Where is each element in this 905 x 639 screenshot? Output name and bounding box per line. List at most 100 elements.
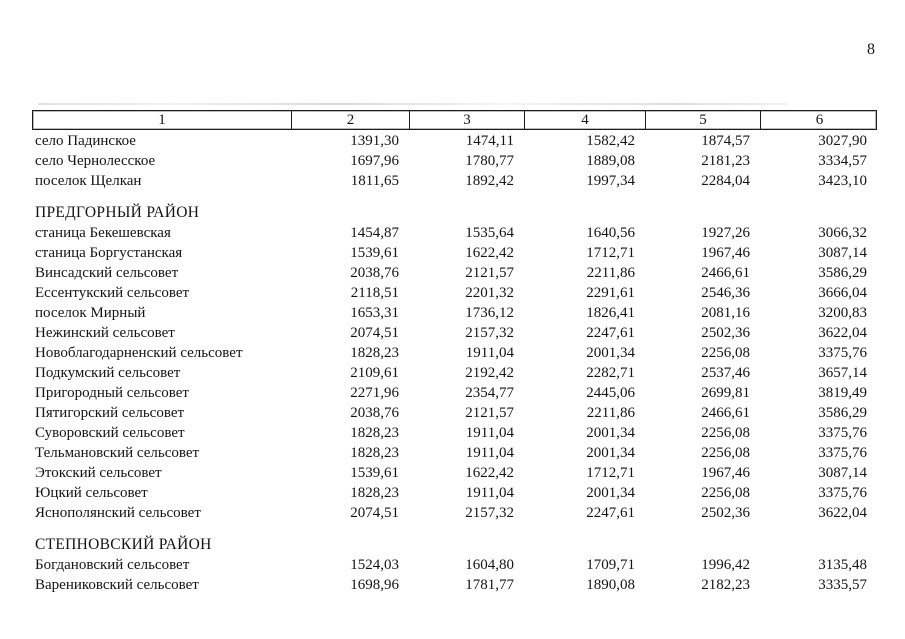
value-cell: 1826,41: [586, 305, 635, 321]
scan-artifact-line: [38, 103, 788, 105]
value-cell: 3200,83: [818, 305, 867, 321]
page-number: 8: [867, 41, 875, 58]
value-cell: 1911,04: [465, 485, 514, 501]
value-cell: 1828,23: [350, 345, 399, 361]
settlement-name-cell: село Падинское: [35, 133, 136, 149]
value-cell: 2247,61: [586, 505, 635, 521]
table-row: Нежинский сельсовет 2074,51 2157,32 2247,61…: [32, 323, 877, 343]
table-row: Тельмановский сельсовет 1828,23 1911,04 200…: [32, 443, 877, 463]
value-cell: 2038,76: [350, 265, 399, 281]
settlement-name-cell: Суворовский сельсовет: [35, 425, 185, 441]
value-cell: 2247,61: [586, 325, 635, 341]
value-cell: 2081,16: [701, 305, 750, 321]
settlement-name-cell: Богдановский сельсовет: [35, 557, 190, 573]
table-row: Пригородный сельсовет 2271,96 2354,77 2445,…: [32, 383, 877, 403]
value-cell: 3657,14: [818, 365, 867, 381]
column-header-2: 2: [292, 111, 410, 129]
settlement-name-cell: Подкумский сельсовет: [35, 365, 181, 381]
table-row: Яснополянский сельсовет 2074,51 2157,32 224…: [32, 503, 877, 523]
value-cell: 2074,51: [350, 505, 399, 521]
value-cell: 1712,71: [586, 245, 635, 261]
value-cell: 1697,96: [350, 153, 399, 169]
value-cell: 2001,34: [586, 445, 635, 461]
value-cell: 2466,61: [701, 405, 750, 421]
value-cell: 1712,71: [586, 465, 635, 481]
value-cell: 2354,77: [465, 385, 514, 401]
value-cell: 2201,32: [465, 285, 514, 301]
value-cell: 1535,64: [465, 225, 514, 241]
value-cell: 2182,23: [701, 577, 750, 593]
settlement-name-cell: станица Боргустанская: [35, 245, 183, 261]
value-cell: 1889,08: [586, 153, 635, 169]
settlement-name-cell: Юцкий сельсовет: [35, 485, 148, 501]
value-cell: 2181,23: [701, 153, 750, 169]
value-cell: 1967,46: [701, 465, 750, 481]
value-cell: 3622,04: [818, 505, 867, 521]
settlement-name-cell: Винсадский сельсовет: [35, 265, 179, 281]
value-cell: 3087,14: [818, 245, 867, 261]
settlement-name-cell: станица Бекешевская: [35, 225, 171, 241]
value-cell: 3375,76: [818, 425, 867, 441]
settlement-name-cell: Тельмановский сельсовет: [35, 445, 200, 461]
value-cell: 1811,65: [350, 173, 399, 189]
value-cell: 2502,36: [701, 505, 750, 521]
value-cell: 1539,61: [350, 245, 399, 261]
settlement-name-cell: поселок Мирный: [35, 305, 146, 321]
value-cell: 1911,04: [465, 425, 514, 441]
value-cell: 3423,10: [818, 173, 867, 189]
value-cell: 2256,08: [701, 445, 750, 461]
value-cell: 2109,61: [350, 365, 399, 381]
value-cell: 1911,04: [465, 345, 514, 361]
value-cell: 1828,23: [350, 445, 399, 461]
value-cell: 2291,61: [586, 285, 635, 301]
value-cell: 1996,42: [701, 557, 750, 573]
value-cell: 1890,08: [586, 577, 635, 593]
settlement-name-cell: Яснополянский сельсовет: [35, 505, 201, 521]
table-row: станица Бекешевская 1454,87 1535,64 1640,56…: [32, 223, 877, 243]
table-row: село Чернолесское 1697,96 1780,77 1889,08 21…: [32, 151, 877, 171]
table-row: Варениковский сельсовет 1698,96 1781,77 189…: [32, 575, 877, 595]
value-cell: 1874,57: [701, 133, 750, 149]
value-cell: 1640,56: [586, 225, 635, 241]
value-cell: 2466,61: [701, 265, 750, 281]
settlement-name-cell: Ессентукский сельсовет: [35, 285, 190, 301]
value-cell: 2211,86: [586, 405, 635, 421]
value-cell: 2001,34: [586, 345, 635, 361]
table-body: село Падинское 1391,30 1474,11 1582,42 1874,…: [32, 131, 877, 595]
value-cell: 1911,04: [465, 445, 514, 461]
value-cell: 2282,71: [586, 365, 635, 381]
value-cell: 1709,71: [586, 557, 635, 573]
settlement-name-cell: Пятигорский сельсовет: [35, 405, 185, 421]
value-cell: 1997,34: [586, 173, 635, 189]
value-cell: 1524,03: [350, 557, 399, 573]
value-cell: 2284,04: [701, 173, 750, 189]
settlement-name-cell: село Чернолесское: [35, 153, 156, 169]
value-cell: 3819,49: [818, 385, 867, 401]
value-cell: 1653,31: [350, 305, 399, 321]
value-cell: 1828,23: [350, 485, 399, 501]
table-row: поселок Щелкан 1811,65 1892,42 1997,34 2284,…: [32, 171, 877, 191]
value-cell: 3666,04: [818, 285, 867, 301]
value-cell: 1539,61: [350, 465, 399, 481]
settlement-name-cell: Нежинский сельсовет: [35, 325, 175, 341]
table-row: Подкумский сельсовет 2109,61 2192,42 2282,7…: [32, 363, 877, 383]
value-cell: 2546,36: [701, 285, 750, 301]
table-row: Ессентукский сельсовет 2118,51 2201,32 2291…: [32, 283, 877, 303]
value-cell: 2001,34: [586, 485, 635, 501]
table-row: Богдановский сельсовет 1524,03 1604,80 1709…: [32, 555, 877, 575]
value-cell: 3135,48: [818, 557, 867, 573]
value-cell: 2256,08: [701, 425, 750, 441]
table-row: село Падинское 1391,30 1474,11 1582,42 1874,…: [32, 131, 877, 151]
table-row: поселок Мирный 1653,31 1736,12 1826,41 2081,…: [32, 303, 877, 323]
settlement-name-cell: Варениковский сельсовет: [35, 577, 199, 593]
table-row: станица Боргустанская 1539,61 1622,42 1712,…: [32, 243, 877, 263]
table-row: Юцкий сельсовет 1828,23 1911,04 2001,34 2256…: [32, 483, 877, 503]
column-header-3: 3: [410, 111, 525, 129]
value-cell: 2211,86: [586, 265, 635, 281]
value-cell: 2038,76: [350, 405, 399, 421]
value-cell: 2001,34: [586, 425, 635, 441]
value-cell: 2502,36: [701, 325, 750, 341]
value-cell: 1736,12: [465, 305, 514, 321]
value-cell: 3335,57: [818, 577, 867, 593]
value-cell: 2445,06: [586, 385, 635, 401]
